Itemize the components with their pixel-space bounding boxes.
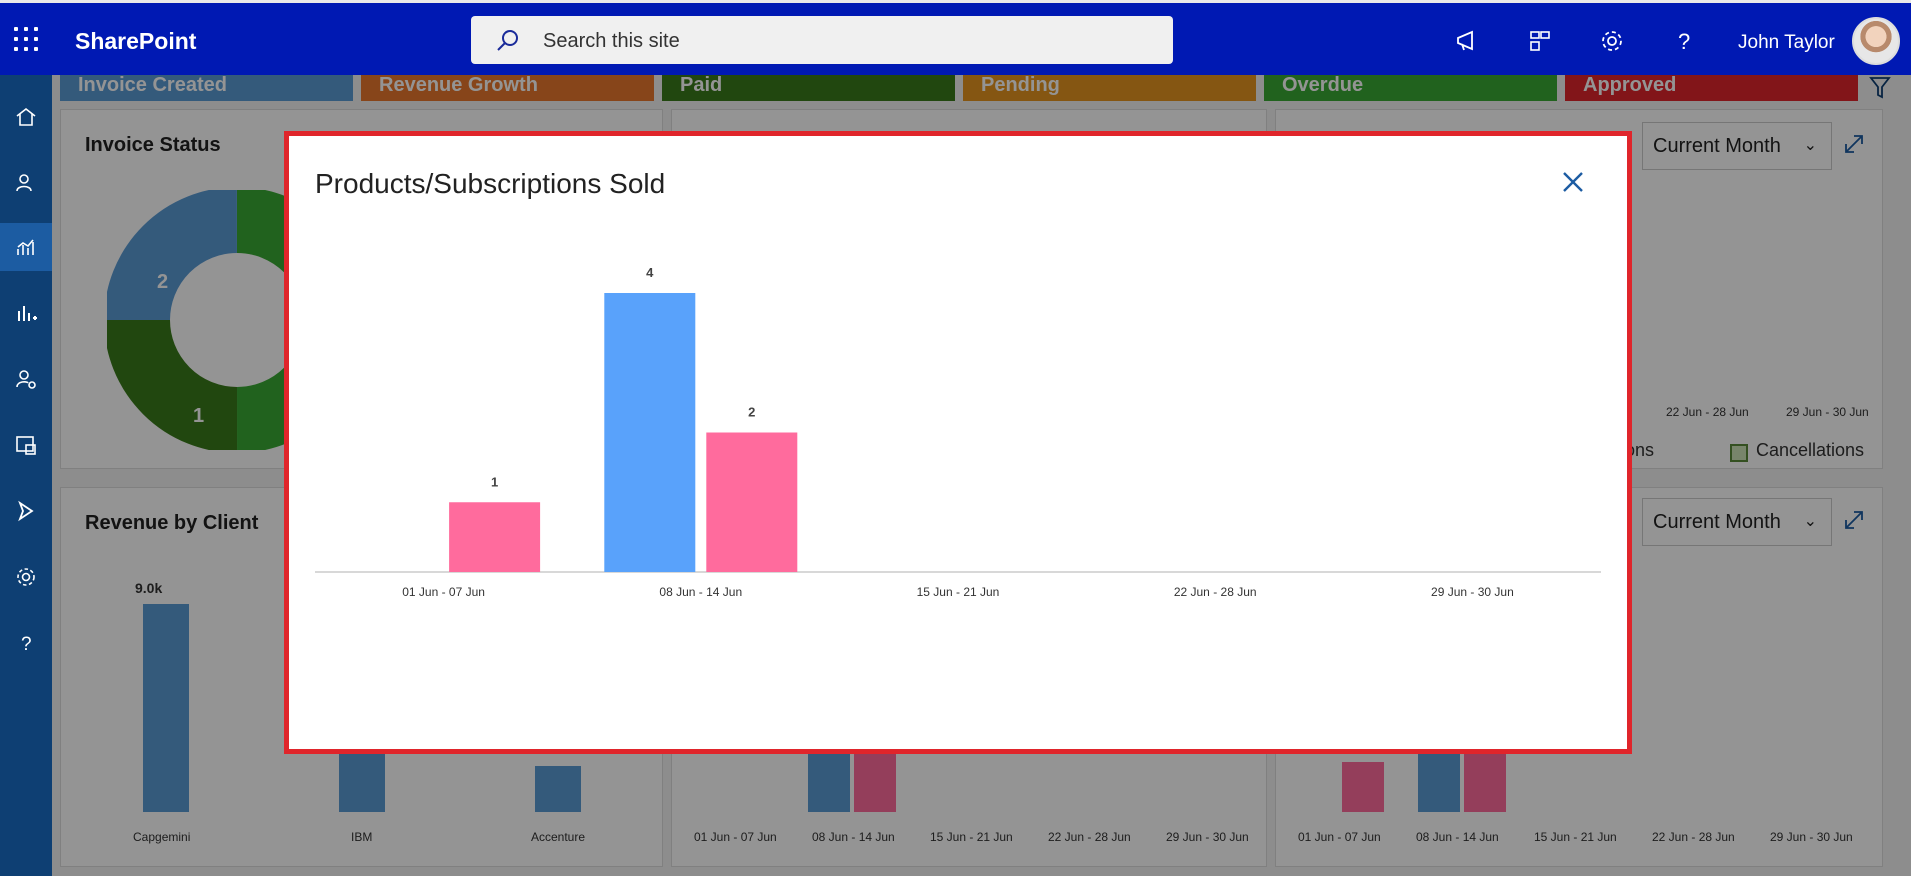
close-icon[interactable] (1555, 164, 1591, 200)
tile-pending[interactable]: Pending (963, 75, 1256, 101)
home-icon[interactable] (0, 93, 52, 141)
x-axis-label: 08 Jun - 14 Jun (812, 830, 895, 844)
left-nav: ? (0, 75, 52, 876)
x-tick-label: 01 Jun - 07 Jun (402, 585, 485, 599)
svg-text:?: ? (21, 634, 32, 655)
bar[interactable] (706, 432, 798, 573)
bar[interactable] (449, 502, 541, 572)
svg-text:?: ? (1678, 29, 1690, 54)
bar[interactable] (604, 293, 696, 572)
search-icon (497, 30, 518, 51)
bar-value-label: 9.0k (135, 580, 163, 596)
card-title: Revenue by Client (85, 512, 259, 534)
chart-modal: Products/Subscriptions Sold 1 01 Jun - 07… (284, 131, 1632, 754)
donut-label: 1 (193, 405, 204, 427)
people-icon[interactable] (0, 159, 52, 207)
x-axis-label: Capgemini (133, 830, 191, 844)
x-axis-label: 01 Jun - 07 Jun (1298, 830, 1381, 844)
x-axis-label: 15 Jun - 21 Jun (1534, 830, 1617, 844)
megaphone-icon[interactable] (1454, 27, 1482, 55)
bar-value-label: 1 (491, 474, 498, 489)
chevron-down-icon: ⌄ (1803, 137, 1817, 154)
tile-invoice-created[interactable]: Invoice Created (60, 75, 353, 101)
tile-paid[interactable]: Paid (662, 75, 955, 101)
x-axis-label: 29 Jun - 30 Jun (1786, 405, 1869, 419)
avatar[interactable] (1852, 17, 1900, 65)
period-dropdown[interactable]: Current Month ⌄ (1642, 498, 1832, 546)
legend-swatch (1730, 444, 1748, 462)
expand-icon[interactable] (1842, 508, 1866, 532)
gear-icon[interactable] (0, 553, 52, 601)
user-name[interactable]: John Taylor (1738, 32, 1835, 53)
x-tick-label: 15 Jun - 21 Jun (917, 585, 1000, 599)
x-axis-label: 29 Jun - 30 Jun (1770, 830, 1853, 844)
bar (1342, 762, 1384, 812)
user-settings-icon[interactable] (0, 355, 52, 403)
expand-icon[interactable] (1842, 132, 1866, 156)
tile-revenue-growth[interactable]: Revenue Growth (361, 75, 654, 101)
help-icon[interactable]: ? (1670, 27, 1698, 55)
help-icon[interactable]: ? (0, 619, 52, 667)
brand-title[interactable]: SharePoint (75, 28, 197, 54)
donut-label: 2 (157, 271, 168, 293)
tile-overdue[interactable]: Overdue (1264, 75, 1557, 101)
search-box[interactable]: Search this site (471, 16, 1173, 64)
bar-value-label: 4 (646, 265, 654, 280)
period-dropdown[interactable]: Current Month ⌄ (1642, 122, 1832, 170)
x-axis-label: 22 Jun - 28 Jun (1666, 405, 1749, 419)
sites-icon[interactable] (1526, 27, 1554, 55)
search-input[interactable]: Search this site (543, 30, 680, 52)
x-axis-label: 29 Jun - 30 Jun (1166, 830, 1249, 844)
x-tick-label: 22 Jun - 28 Jun (1174, 585, 1257, 599)
assets-icon[interactable] (0, 421, 52, 469)
analytics-icon[interactable] (0, 223, 52, 271)
x-axis-label: IBM (351, 830, 373, 844)
top-bar: SharePoint Search this site ? John Taylo… (0, 0, 1911, 75)
products-sold-chart: 1 01 Jun - 07 Jun 4 2 08 Jun - 14 Jun 15 Jun … (315, 265, 1601, 599)
tile-approved[interactable]: Approved (1565, 75, 1858, 101)
x-axis-label: 01 Jun - 07 Jun (694, 830, 777, 844)
send-icon[interactable] (0, 487, 52, 535)
modal-title: Products/Subscriptions Sold (315, 168, 666, 199)
filter-icon[interactable] (1868, 75, 1892, 101)
bar (143, 604, 189, 812)
x-axis-label: 22 Jun - 28 Jun (1048, 830, 1131, 844)
x-tick-label: 29 Jun - 30 Jun (1431, 585, 1514, 599)
x-axis-label: Accenture (531, 830, 586, 844)
reports-icon[interactable] (0, 289, 52, 337)
x-axis-label: 15 Jun - 21 Jun (930, 830, 1013, 844)
settings-gear-icon[interactable] (1598, 27, 1626, 55)
legend-item: Cancellations (1756, 440, 1865, 460)
app-launcher-icon[interactable] (14, 27, 40, 53)
chevron-down-icon: ⌄ (1803, 513, 1817, 530)
bar (535, 766, 581, 812)
x-axis-label: 08 Jun - 14 Jun (1416, 830, 1499, 844)
bar-value-label: 2 (748, 405, 755, 420)
x-axis-label: 22 Jun - 28 Jun (1652, 830, 1735, 844)
x-tick-label: 08 Jun - 14 Jun (659, 585, 742, 599)
card-title: Invoice Status (85, 134, 221, 156)
